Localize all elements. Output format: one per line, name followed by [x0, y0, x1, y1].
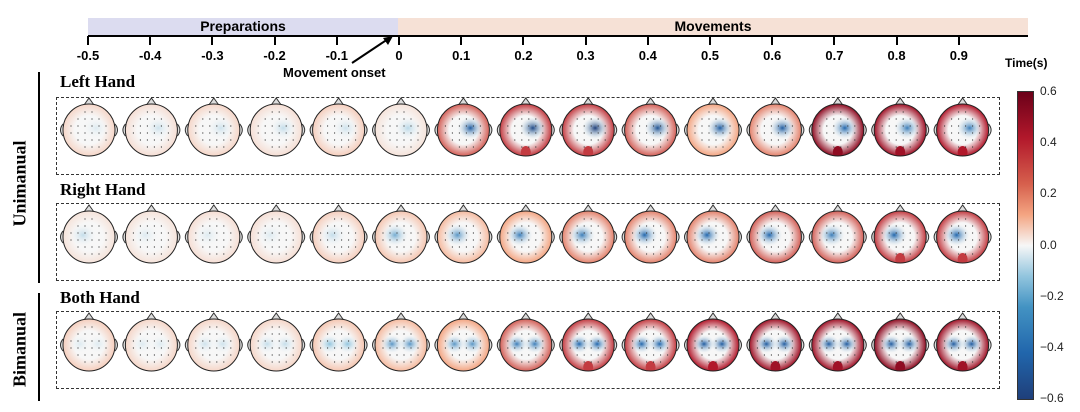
colorbar-tick-label: 0.2 [1040, 186, 1057, 201]
topomap [621, 97, 680, 157]
topomap [122, 97, 181, 157]
tick-mark [709, 36, 711, 45]
tick-label: 0.5 [700, 48, 720, 63]
colorbar-tick-label: 0.6 [1040, 84, 1057, 98]
tick-mark [87, 36, 89, 45]
row-label-right-hand: Right Hand [60, 180, 146, 199]
topomap [684, 312, 742, 372]
topomap [434, 97, 493, 157]
phase-preparations: Preparations [88, 18, 398, 37]
topomap [434, 312, 493, 372]
topomap [434, 204, 493, 264]
tick-mark [833, 36, 836, 45]
tick-mark [211, 36, 214, 45]
topomap [746, 312, 805, 372]
tick-label: -0.5 [76, 48, 100, 63]
topomap [871, 312, 930, 372]
topomap [871, 204, 930, 264]
topomap [746, 204, 805, 264]
topomap [496, 204, 555, 264]
bimanual-bracket [38, 293, 40, 401]
tick-label: 0.1 [452, 48, 471, 63]
tick-mark [149, 36, 152, 45]
row-label-both-hand: Both Hand [60, 288, 140, 307]
tick-label: 0.7 [825, 48, 844, 63]
topomap [309, 97, 368, 157]
topomap [184, 97, 243, 157]
colorbar-tick-label: −0.2 [1040, 288, 1064, 303]
topomap [621, 204, 680, 264]
topomap [559, 312, 618, 372]
colorbar [1017, 91, 1034, 400]
topomap [496, 312, 555, 372]
colorbar-tick-label: −0.6 [1040, 391, 1064, 405]
topomap [247, 312, 306, 372]
phase-movements: Movements [398, 18, 1028, 37]
topomap [684, 204, 742, 264]
colorbar-tick-label: 0.0 [1040, 237, 1057, 252]
tick-label: -0.3 [201, 48, 224, 63]
topomap [309, 204, 368, 264]
topomap [808, 204, 867, 264]
movement-onset-label: Movement onset [283, 65, 386, 80]
topomap [933, 97, 992, 157]
tick-mark [522, 36, 525, 45]
tick-label: 0.4 [638, 48, 657, 63]
topomap [871, 97, 930, 157]
topomap [122, 204, 181, 264]
tick-mark [646, 36, 649, 45]
unimanual-bracket [38, 72, 40, 283]
topomap [122, 312, 181, 372]
topomap [746, 97, 805, 157]
tick-mark [584, 36, 587, 45]
tick-label: 0.8 [887, 48, 906, 63]
topomap [372, 312, 430, 372]
tick-label: 0 [395, 48, 403, 63]
panel-right-hand [56, 203, 1000, 281]
tick-label: -0.4 [138, 48, 162, 63]
tick-mark [273, 36, 276, 45]
tick-mark [957, 36, 960, 45]
tick-mark [460, 36, 463, 45]
topomap [559, 97, 618, 157]
topomap [559, 204, 618, 264]
topomap [60, 204, 118, 264]
topomap [60, 312, 118, 372]
tick-mark [895, 36, 898, 45]
topomap [372, 97, 430, 157]
topomap [808, 97, 867, 157]
tick-label: 0.9 [949, 48, 968, 63]
tick-label: 0.6 [763, 48, 782, 63]
topomap [933, 204, 992, 264]
panel-both-hand [56, 311, 1000, 389]
topomap [496, 97, 555, 157]
topomap [309, 312, 368, 372]
tick-label: -0.1 [325, 48, 348, 63]
tick-mark [398, 36, 400, 45]
topomap [247, 97, 306, 157]
topomap [372, 204, 430, 264]
topomap [684, 97, 742, 157]
colorbar-tick-label: −0.4 [1040, 339, 1064, 354]
topomap [60, 97, 118, 157]
topomap [933, 312, 992, 372]
tick-label: 0.2 [514, 48, 533, 63]
topomap [247, 204, 306, 264]
tick-mark [771, 36, 774, 45]
tick-mark [335, 36, 338, 45]
panel-left-hand [56, 97, 1000, 175]
topomap [808, 312, 867, 372]
topomap [184, 312, 243, 372]
time-unit-label: Time(s) [1005, 56, 1048, 70]
topomap [184, 204, 243, 264]
colorbar-tick-label: 0.4 [1040, 135, 1057, 150]
tick-label: -0.2 [263, 48, 286, 63]
row-label-left-hand: Left Hand [60, 72, 136, 91]
tick-label: 0.3 [576, 48, 595, 63]
topomap [621, 312, 680, 372]
